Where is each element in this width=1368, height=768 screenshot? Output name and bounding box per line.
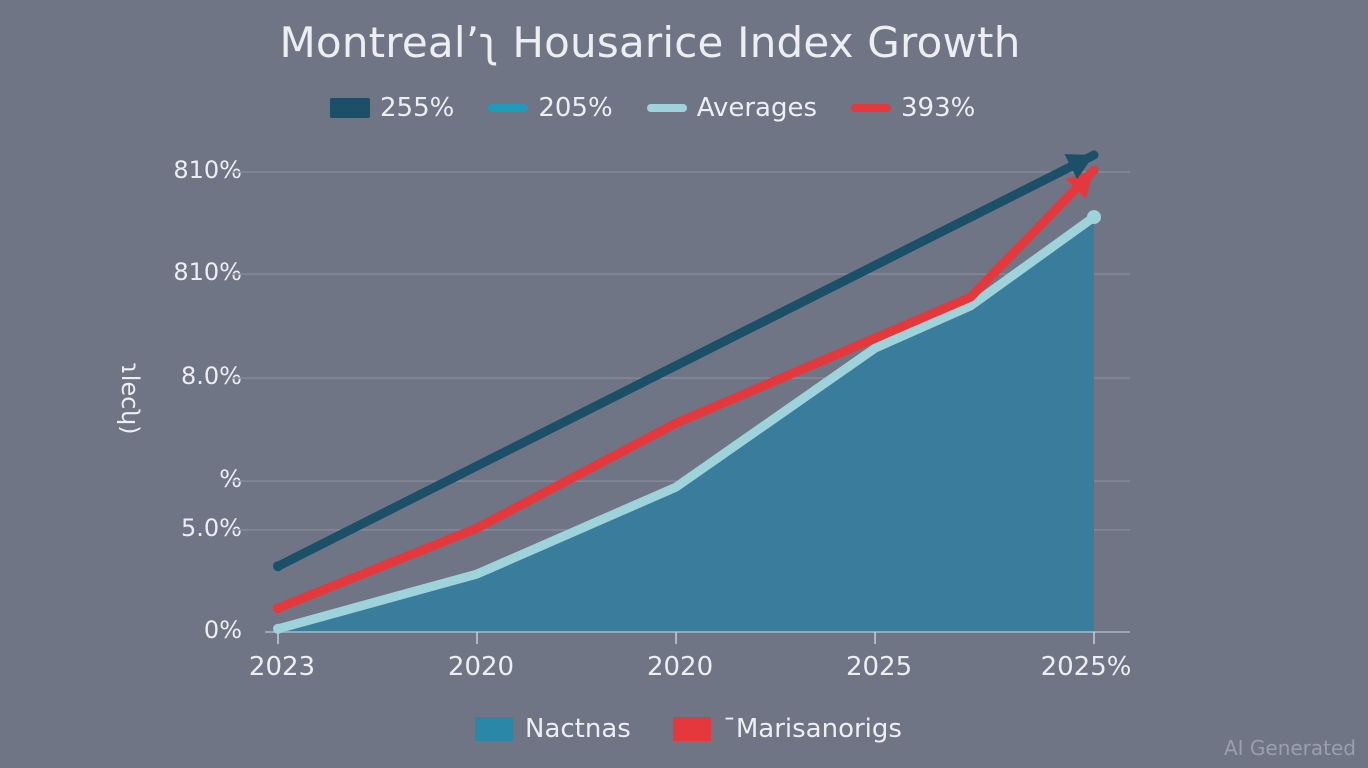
startpoint-marker-averages: [273, 623, 283, 634]
y-tick-label: 810%: [173, 258, 242, 287]
chart-title: Montreal’ʅ Housarice Index Growth: [279, 18, 1021, 67]
legend-item-255: 255%: [330, 93, 454, 123]
legend-item-averages: Averages: [646, 93, 818, 123]
legend-item-205: 205%: [488, 93, 613, 123]
line-series-393: [273, 165, 1099, 613]
x-tick-label: 2025%: [1040, 652, 1132, 682]
y-tick-label: 0%: [203, 616, 242, 644]
legend-item-393: 393%: [851, 93, 975, 123]
legend-top: 255% 205% Averages 393%: [330, 92, 1009, 124]
endpoint-marker-averages: [1087, 210, 1101, 225]
y-tick-label: 810%: [173, 156, 242, 184]
line-series-averages: [273, 212, 1099, 634]
area-series-205: [278, 217, 1094, 632]
startpoint-marker-255: [273, 561, 283, 572]
legend-swatch-393: [851, 104, 892, 112]
x-tick-label: 2023: [248, 652, 316, 682]
legend-label-205: 205%: [538, 93, 613, 123]
legend-bottom: Nactnas ˉMarisanorigs: [475, 714, 902, 744]
legend-label-255: 255%: [380, 93, 455, 123]
y-tick-label: %: [219, 465, 242, 494]
legend-bottom-swatch-nactnas: [475, 717, 513, 741]
watermark: AI Generated: [1223, 736, 1356, 760]
legend-swatch-averages: [646, 104, 687, 112]
arrowhead-255: [1064, 154, 1094, 180]
x-tick-label: 2025: [845, 652, 913, 682]
legend-swatch-205: [488, 104, 529, 112]
arrowhead-393: [1065, 170, 1094, 199]
x-tick-label: 2020: [447, 652, 515, 682]
y-tick-label: 8.0%: [181, 362, 242, 391]
legend-swatch-255: [330, 98, 370, 118]
legend-bottom-swatch-marisanorigs: [672, 717, 711, 741]
line-series-255: [273, 150, 1099, 571]
y-tick-label: 5.0%: [181, 513, 242, 542]
legend-label-393: 393%: [901, 93, 976, 123]
legend-label-averages: Averages: [696, 93, 818, 123]
legend-bottom-label-nactnas: Nactnas: [525, 714, 631, 744]
legend-bottom-label-marisanorigs: ˉMarisanorigs: [722, 714, 902, 744]
startpoint-marker-393: [273, 603, 283, 614]
x-tick-label: 2020: [646, 652, 714, 682]
